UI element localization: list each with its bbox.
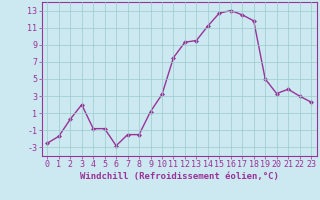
X-axis label: Windchill (Refroidissement éolien,°C): Windchill (Refroidissement éolien,°C) (80, 172, 279, 181)
